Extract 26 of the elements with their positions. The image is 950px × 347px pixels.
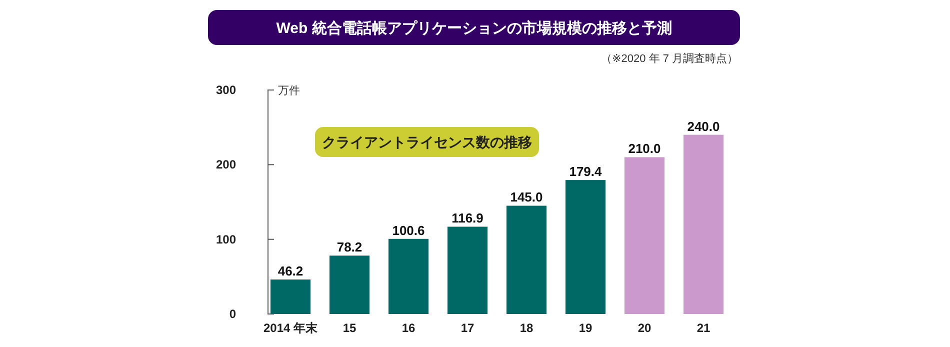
x-tick-label: 19 [578, 321, 592, 335]
x-tick-label: 21 [696, 321, 710, 335]
annotation: クライアントライセンス数の推移 [315, 127, 539, 157]
data-label: 240.0 [687, 118, 720, 134]
data-label: 46.2 [278, 264, 304, 279]
title: Web 統合電話帳アプリケーションの市場規模の推移と予測 [208, 10, 740, 45]
y-tick-label: 0 [229, 307, 236, 321]
x-tick-label: 18 [520, 321, 534, 335]
y-tick-label: 200 [216, 158, 236, 172]
y-tick-label: 300 [216, 83, 236, 97]
data-label: 179.4 [569, 164, 603, 180]
data-label: 78.2 [336, 240, 362, 255]
x-tick-label: 17 [460, 321, 474, 335]
annotation: クライアントライセンス数の推移 [322, 134, 532, 150]
data-label: 210.0 [628, 141, 661, 156]
chart-title: Web 統合電話帳アプリケーションの市場規模の推移と予測 [276, 19, 672, 37]
y-tick-label: 100 [216, 232, 236, 246]
data-label: 116.9 [452, 210, 484, 226]
chart-subtitle: （※2020 年 7 月調査時点） [601, 52, 738, 65]
data-label: 145.0 [510, 190, 543, 205]
x-tick-label: 16 [402, 321, 416, 335]
x-tick-label: 2014 年末 [263, 321, 319, 335]
data-label: 100.6 [392, 222, 425, 238]
x-tick-label: 15 [342, 321, 356, 335]
x-tick-label: 20 [638, 321, 652, 335]
y-axis-title: 万件 [278, 85, 300, 97]
